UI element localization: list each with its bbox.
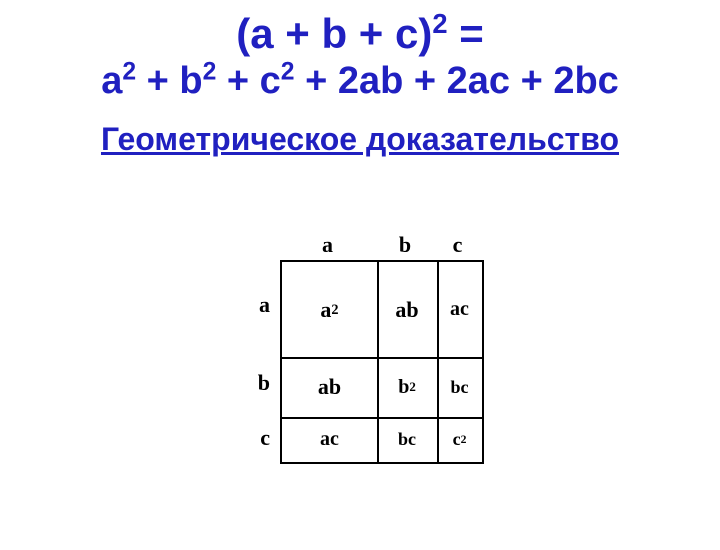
formula-line-1: (a + b + c)2 = bbox=[0, 10, 720, 58]
col-label-c: c bbox=[435, 232, 480, 258]
cell-b2: b2 bbox=[377, 357, 437, 417]
cell-ac-top: ac bbox=[437, 262, 482, 357]
slide: (a + b + c)2 = a2 + b2 + c2 + 2ab + 2ac … bbox=[0, 10, 720, 550]
cell-ac-left: ac bbox=[282, 417, 377, 462]
cell-bc-top: bc bbox=[437, 357, 482, 417]
cell-ab-left: ab bbox=[282, 357, 377, 417]
cell-c2: c2 bbox=[437, 417, 482, 462]
row-label-c: c bbox=[240, 425, 270, 451]
cell-a2: a2 bbox=[282, 262, 377, 357]
formula-line-2: a2 + b2 + c2 + 2ab + 2ac + 2bc bbox=[0, 60, 720, 103]
cell-ab-top: ab bbox=[377, 262, 437, 357]
row-label-a: a bbox=[240, 292, 270, 318]
cell-bc-left: bc bbox=[377, 417, 437, 462]
row-label-b: b bbox=[240, 370, 270, 396]
geometric-square-diagram: a b c a b c a2 ab ac ab b2 bc ac bc c2 bbox=[240, 230, 490, 490]
col-label-a: a bbox=[280, 232, 375, 258]
subtitle: Геометрическое доказательство bbox=[0, 121, 720, 158]
square: a2 ab ac ab b2 bc ac bc c2 bbox=[280, 260, 484, 464]
col-label-b: b bbox=[375, 232, 435, 258]
